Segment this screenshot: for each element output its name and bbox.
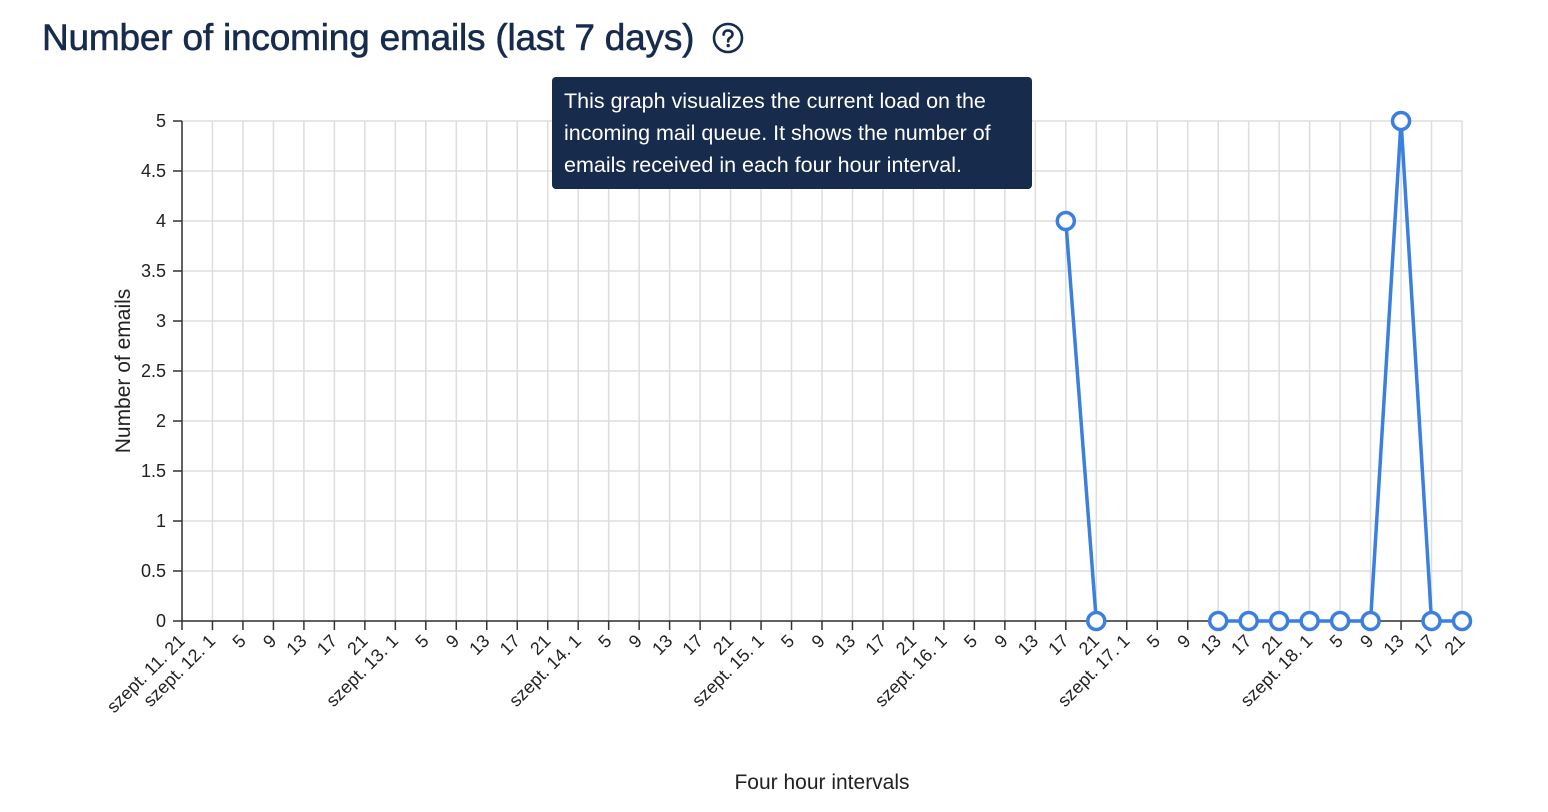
y-tick-label: 3.5 <box>141 261 166 281</box>
x-tick-label: 9 <box>625 631 646 652</box>
x-tick-label: 9 <box>442 631 463 652</box>
x-tick-label: 9 <box>1173 631 1194 652</box>
x-tick-label: 13 <box>1197 631 1225 659</box>
y-tick-label: 1.5 <box>141 461 166 481</box>
y-tick-label: 0.5 <box>141 561 166 581</box>
data-point[interactable] <box>1055 210 1077 232</box>
x-tick-label: 17 <box>1044 631 1072 659</box>
y-tick-label: 4.5 <box>141 161 166 181</box>
x-tick-label: 13 <box>831 631 859 659</box>
x-tick-label: 9 <box>808 631 829 652</box>
x-tick-label: 5 <box>960 631 981 652</box>
x-tick-label: 17 <box>861 631 889 659</box>
x-tick-label: 13 <box>1014 631 1042 659</box>
data-point[interactable] <box>1238 610 1259 632</box>
x-tick-label: 5 <box>1143 631 1164 652</box>
data-point[interactable] <box>1268 610 1290 632</box>
data-point[interactable] <box>1390 110 1412 132</box>
question-circle-icon[interactable] <box>711 21 745 55</box>
x-tick-label: 5 <box>411 631 432 652</box>
data-point[interactable] <box>1329 610 1351 632</box>
data-point[interactable] <box>1360 610 1381 632</box>
y-tick-label: 2 <box>156 411 166 431</box>
x-tick-label: 17 <box>679 631 707 659</box>
x-tick-label: 17 <box>496 631 524 659</box>
data-point[interactable] <box>1207 610 1229 632</box>
page-title: Number of incoming emails (last 7 days) <box>42 17 695 59</box>
x-tick-label: 9 <box>1356 631 1377 652</box>
series-line-segment <box>1064 220 1099 622</box>
data-point[interactable] <box>1451 610 1473 632</box>
x-tick-label: 9 <box>990 631 1011 652</box>
y-axis-title: Number of emails <box>112 289 135 454</box>
x-tick-label: 21 <box>1441 631 1469 659</box>
x-tick-label: 5 <box>777 631 798 652</box>
x-tick-label: 17 <box>313 631 341 659</box>
y-tick-label: 3 <box>156 311 166 331</box>
grid-lines <box>181 120 1463 622</box>
x-tick-label: 5 <box>229 631 250 652</box>
help-tooltip: This graph visualizes the current load o… <box>552 77 1032 189</box>
x-tick-label: 13 <box>648 631 676 659</box>
question-circle-icon-graphic <box>712 22 744 54</box>
y-tick-label: 1 <box>156 511 166 531</box>
x-tick-label: 17 <box>1227 631 1255 659</box>
tooltip-text: This graph visualizes the current load o… <box>564 89 991 177</box>
series-points <box>1055 110 1473 632</box>
x-tick-label: 13 <box>465 631 493 659</box>
x-tick-label: 9 <box>259 631 280 652</box>
y-tick-label: 4 <box>156 211 166 231</box>
data-point[interactable] <box>1086 610 1107 632</box>
x-tick-label: 5 <box>1326 631 1347 652</box>
x-tick-label: 13 <box>282 631 310 659</box>
data-point[interactable] <box>1299 610 1320 632</box>
x-tick-label: 5 <box>594 631 615 652</box>
x-axis-title: Four hour intervals <box>734 771 909 794</box>
x-tick-label: 17 <box>1410 631 1438 659</box>
data-point[interactable] <box>1421 610 1442 632</box>
y-tick-label: 5 <box>156 111 166 131</box>
title-row: Number of incoming emails (last 7 days) <box>42 14 745 62</box>
y-tick-label: 0 <box>156 611 166 631</box>
y-tick-label: 2.5 <box>141 361 166 381</box>
x-tick-label: 13 <box>1380 631 1408 659</box>
